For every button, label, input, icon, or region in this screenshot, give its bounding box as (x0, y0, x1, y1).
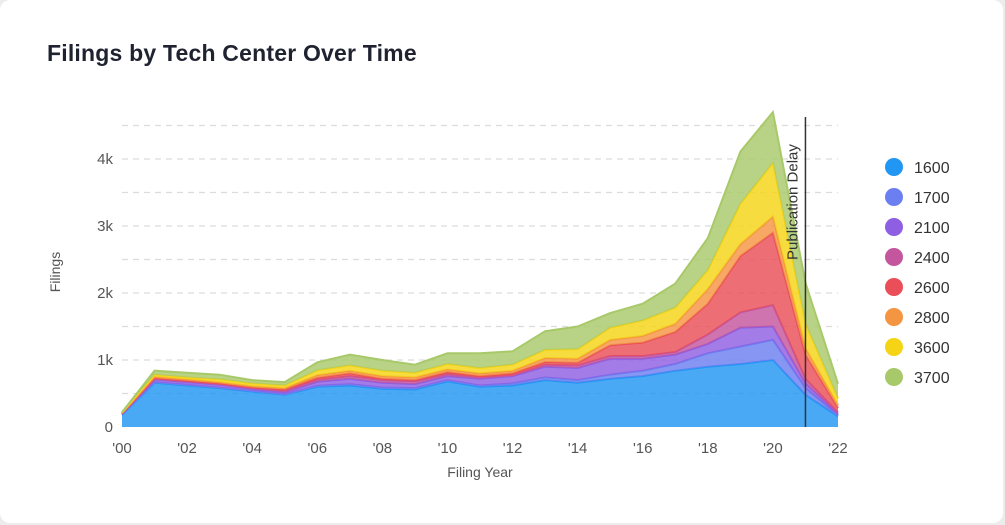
legend-item-3600[interactable]: 3600 (885, 338, 950, 357)
chart-title: Filings by Tech Center Over Time (47, 40, 417, 66)
x-tick-label: '02 (177, 440, 197, 457)
legend-marker (885, 368, 903, 386)
legend-marker (885, 158, 903, 176)
x-tick-label: '20 (763, 440, 783, 457)
legend-label: 2100 (914, 220, 950, 237)
legend-label: 2600 (914, 280, 950, 297)
legend[interactable]: 1600 1700 2100 2400 2600 2800 3600 3700 (885, 158, 950, 387)
legend-item-2100[interactable]: 2100 (885, 218, 950, 237)
legend-marker (885, 308, 903, 326)
legend-marker (885, 338, 903, 356)
legend-label: 1600 (914, 160, 950, 177)
legend-marker (885, 218, 903, 236)
legend-label: 3600 (914, 340, 950, 357)
x-tick-label: '04 (242, 440, 262, 457)
legend-item-3700[interactable]: 3700 (885, 368, 950, 387)
x-tick-label: '14 (568, 440, 588, 457)
area-series-3700[interactable] (122, 112, 838, 413)
area-series-1600[interactable] (122, 360, 838, 427)
x-tick-label: '12 (503, 440, 523, 457)
legend-label: 2800 (914, 310, 950, 327)
area-series-3600[interactable] (122, 163, 838, 413)
area-series-2600[interactable] (122, 232, 838, 414)
legend-item-2400[interactable]: 2400 (885, 248, 950, 267)
area-series (121, 109, 839, 427)
x-tick-label: '16 (633, 440, 653, 457)
legend-marker (885, 248, 903, 266)
y-tick-label: 3k (97, 218, 113, 235)
legend-label: 3700 (914, 370, 950, 387)
x-tick-label: '18 (698, 440, 718, 457)
y-axis-label: Filings (47, 252, 63, 292)
y-tick-label: 0 (105, 419, 113, 436)
area-series-1700[interactable] (122, 339, 838, 417)
x-tick-label: '10 (438, 440, 458, 457)
x-tick-label: '22 (828, 440, 848, 457)
publication-delay-label: Publication Delay (784, 144, 801, 260)
legend-label: 2400 (914, 250, 950, 267)
legend-marker (885, 278, 903, 296)
y-tick-label: 2k (97, 285, 113, 302)
legend-item-2600[interactable]: 2600 (885, 278, 950, 297)
y-tick-label: 1k (97, 352, 113, 369)
area-series-edge-3700 (121, 109, 839, 413)
y-tick-label: 4k (97, 151, 113, 168)
axes: '00 '02 '04 '06 '08 '10 '12 '14 '16 '18 '20 '22 0 1k 2… (47, 151, 848, 480)
legend-item-1700[interactable]: 1700 (885, 188, 950, 207)
area-series-2400[interactable] (122, 305, 838, 414)
legend-item-2800[interactable]: 2800 (885, 308, 950, 327)
x-tick-label: '00 (112, 440, 132, 457)
x-tick-label: '08 (373, 440, 393, 457)
legend-item-1600[interactable]: 1600 (885, 158, 950, 177)
x-tick-label: '06 (307, 440, 327, 457)
area-series-2100[interactable] (122, 326, 838, 416)
legend-marker (885, 188, 903, 206)
annotations: Publication Delay (784, 117, 807, 427)
legend-label: 1700 (914, 190, 950, 207)
x-axis-label: Filing Year (447, 464, 513, 480)
